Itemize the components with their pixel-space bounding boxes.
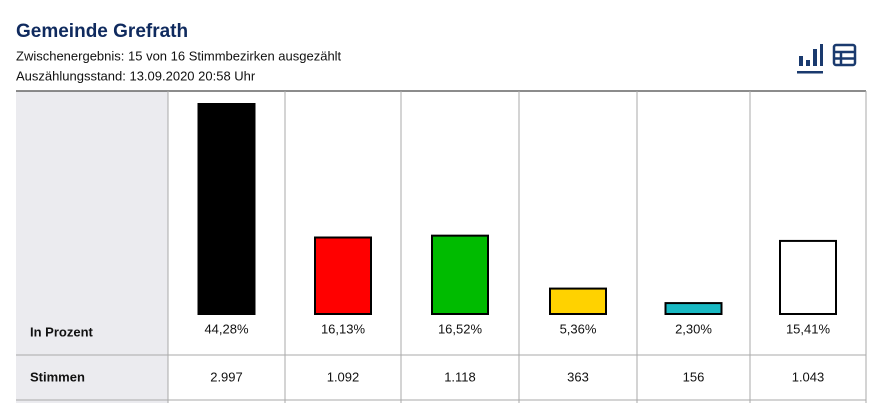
bar — [779, 239, 837, 315]
votes-cell: 1.092 — [327, 369, 360, 384]
bar — [431, 234, 489, 316]
bar — [549, 287, 607, 316]
votes-cell: 1.118 — [444, 369, 476, 384]
votes-cell: 156 — [683, 369, 705, 384]
value-label: 2,30% — [675, 321, 712, 336]
votes-cell: 2.997 — [210, 369, 243, 384]
value-label: 15,41% — [786, 321, 831, 336]
votes-cell: 363 — [567, 369, 589, 384]
row-label: Stimmen — [30, 369, 85, 384]
value-label: 5,36% — [560, 321, 597, 336]
votes-cell: 1.043 — [792, 369, 825, 384]
row-label: In Prozent — [30, 324, 94, 339]
bar — [314, 236, 372, 316]
label-column — [16, 91, 168, 403]
value-label: 44,28% — [204, 321, 249, 336]
title: Gemeinde Grefrath — [16, 21, 188, 42]
table-view-icon[interactable] — [832, 43, 857, 67]
bar — [197, 103, 256, 315]
value-label: 16,52% — [438, 321, 483, 336]
subtitle: Auszählungsstand: 13.09.2020 20:58 Uhr — [16, 68, 256, 83]
chart-view-icon[interactable] — [797, 44, 823, 74]
bar — [664, 302, 723, 315]
value-label: 16,13% — [321, 321, 366, 336]
subtitle: Zwischenergebnis: 15 von 16 Stimmbezirke… — [16, 48, 342, 63]
